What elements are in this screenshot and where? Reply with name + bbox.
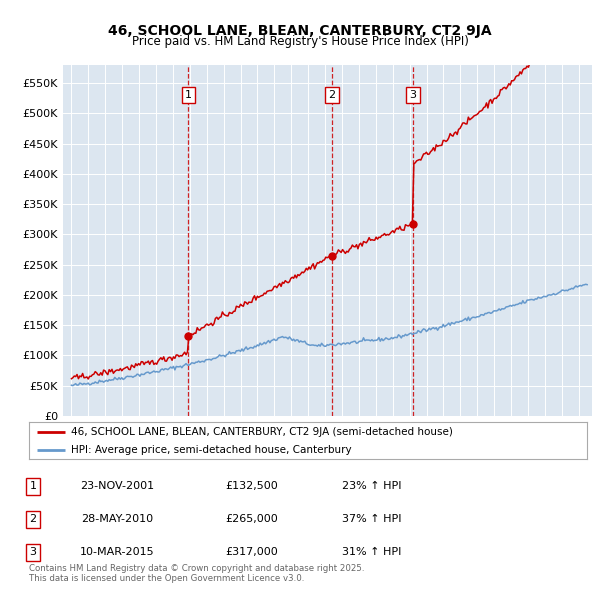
Text: 23-NOV-2001: 23-NOV-2001 xyxy=(80,481,154,491)
Text: 46, SCHOOL LANE, BLEAN, CANTERBURY, CT2 9JA (semi-detached house): 46, SCHOOL LANE, BLEAN, CANTERBURY, CT2 … xyxy=(71,427,452,437)
Text: 31% ↑ HPI: 31% ↑ HPI xyxy=(343,548,401,557)
Text: 37% ↑ HPI: 37% ↑ HPI xyxy=(342,514,402,524)
Text: 10-MAR-2015: 10-MAR-2015 xyxy=(80,548,154,557)
Text: 2: 2 xyxy=(328,90,335,100)
Text: Contains HM Land Registry data © Crown copyright and database right 2025.
This d: Contains HM Land Registry data © Crown c… xyxy=(29,563,364,583)
Text: £132,500: £132,500 xyxy=(226,481,278,491)
Text: 28-MAY-2010: 28-MAY-2010 xyxy=(81,514,153,524)
Text: 46, SCHOOL LANE, BLEAN, CANTERBURY, CT2 9JA: 46, SCHOOL LANE, BLEAN, CANTERBURY, CT2 … xyxy=(108,24,492,38)
Text: £265,000: £265,000 xyxy=(226,514,278,524)
Text: 3: 3 xyxy=(409,90,416,100)
Text: 3: 3 xyxy=(29,548,37,557)
Text: 23% ↑ HPI: 23% ↑ HPI xyxy=(342,481,402,491)
Text: HPI: Average price, semi-detached house, Canterbury: HPI: Average price, semi-detached house,… xyxy=(71,445,351,455)
Text: Price paid vs. HM Land Registry's House Price Index (HPI): Price paid vs. HM Land Registry's House … xyxy=(131,35,469,48)
Text: 1: 1 xyxy=(185,90,191,100)
Text: 1: 1 xyxy=(29,481,37,491)
Text: 2: 2 xyxy=(29,514,37,524)
Text: £317,000: £317,000 xyxy=(226,548,278,557)
